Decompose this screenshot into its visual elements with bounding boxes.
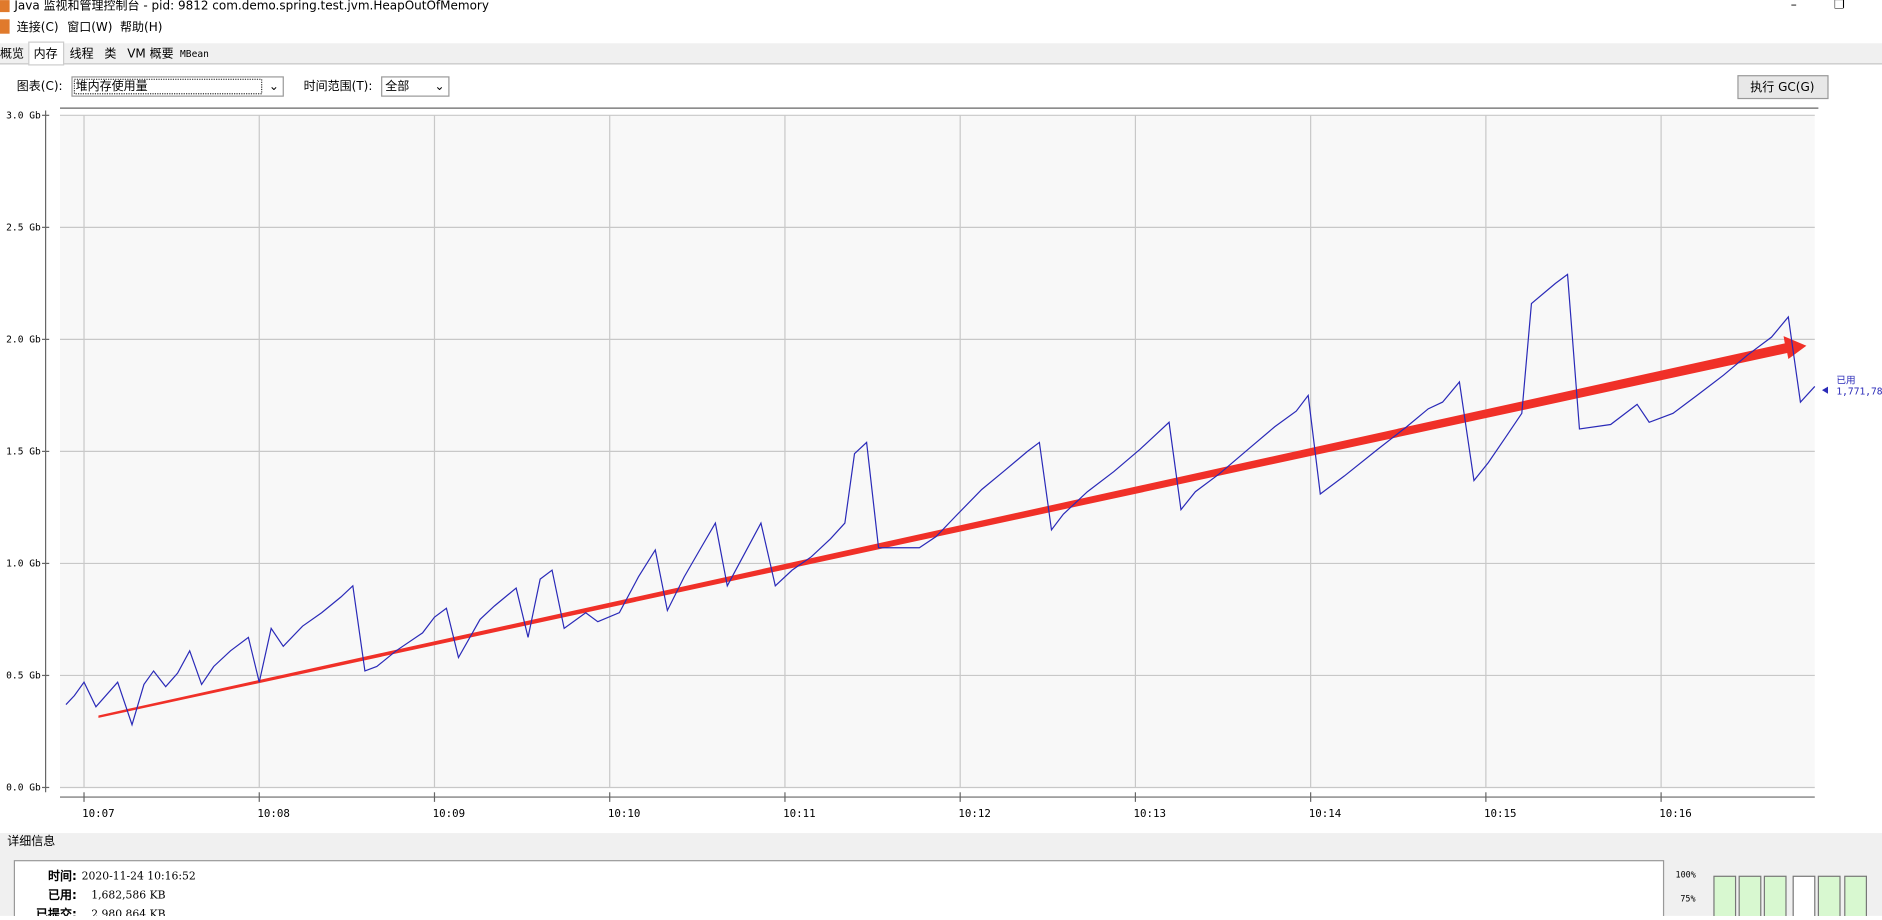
- menu-item[interactable]: 帮助(H): [120, 20, 162, 34]
- range-select[interactable]: [381, 76, 450, 97]
- x-tick-label: 10:07: [82, 807, 115, 820]
- chart-select[interactable]: [71, 76, 284, 97]
- restore-button[interactable]: ❐: [1834, 0, 1845, 11]
- detail-value: 2,980,864 KB: [91, 908, 165, 916]
- y-tick-label: 2.0 Gb: [6, 334, 41, 345]
- details-box: [13, 860, 1665, 920]
- trend-arrow: [98, 336, 1807, 718]
- app-icon: [0, 0, 10, 13]
- dropdown-arrow[interactable]: ⌄: [434, 79, 444, 93]
- y-tick-label: 0.5 Gb: [6, 670, 41, 681]
- chart-label: 图表(C):: [17, 79, 63, 93]
- y-tick-label: 0.0 Gb: [6, 782, 41, 793]
- gc-button-label[interactable]: 执行 GC(G): [1750, 80, 1814, 94]
- gauge-bar: [1763, 875, 1787, 920]
- gauge-bar: [1792, 875, 1816, 920]
- current-value-label: 1,771,788: [1836, 386, 1882, 397]
- tab-strip: [0, 43, 1882, 65]
- x-tick-label: 10:14: [1309, 807, 1342, 820]
- focus-ring: [73, 78, 263, 95]
- current-marker: [1821, 386, 1828, 394]
- menu-bar: [0, 16, 1882, 39]
- gauge-bar: [1713, 875, 1737, 920]
- detail-value: 2020-11-24 10:16:52: [82, 869, 196, 882]
- dropdown-arrow[interactable]: ⌄: [269, 79, 279, 93]
- detail-value: 1,682,586 KB: [91, 888, 165, 901]
- x-tick-label: 10:15: [1484, 807, 1517, 820]
- range-select-value[interactable]: 全部: [385, 78, 409, 93]
- tab[interactable]: 内存: [34, 47, 58, 61]
- chart-select-value[interactable]: 堆内存使用量: [76, 78, 148, 93]
- y-tick-label: 1.0 Gb: [6, 558, 41, 569]
- gauge-bar: [1844, 875, 1867, 920]
- y-tick-label: 1.5 Gb: [6, 446, 41, 457]
- gauge-bar: [1817, 875, 1841, 920]
- title-bar: [0, 0, 1882, 17]
- x-tick-label: 10:11: [783, 807, 816, 820]
- tab[interactable]: VM 概要: [127, 47, 173, 61]
- x-tick-label: 10:09: [433, 807, 466, 820]
- detail-label: 已用:: [48, 888, 77, 902]
- series-line: [65, 273, 1816, 727]
- y-tick-label: 3.0 Gb: [6, 110, 41, 121]
- x-tick-label: 10:16: [1659, 807, 1692, 820]
- tab[interactable]: MBean: [180, 49, 209, 60]
- x-tick-label: 10:13: [1134, 807, 1167, 820]
- plot: [65, 273, 1816, 727]
- menu-item[interactable]: 连接(C): [17, 19, 59, 34]
- minimize-button[interactable]: –: [1791, 0, 1797, 11]
- x-tick-label: 10:08: [257, 807, 290, 820]
- x-tick-label: 10:10: [608, 807, 641, 820]
- detail-label: 已提交:: [36, 906, 77, 916]
- y-tick-label: 2.5 Gb: [6, 222, 41, 233]
- detail-label: 时间:: [48, 868, 77, 883]
- gc-button[interactable]: [1737, 75, 1829, 100]
- menu-icon: [0, 19, 10, 34]
- tab[interactable]: 概览: [0, 46, 24, 61]
- gauge-bar: [1738, 875, 1762, 920]
- grid: 0.0 Gb 0.5 Gb 1.0 Gb 1.5 Gb 2.0 Gb 2.5 Gb 3.0 …: [6, 110, 1815, 820]
- tab[interactable]: 类: [104, 47, 116, 61]
- gauge-label: 75%: [1680, 894, 1695, 904]
- x-tick-label: 10:12: [958, 807, 991, 820]
- gauge-label: 100%: [1676, 870, 1696, 880]
- active-tab[interactable]: [28, 41, 65, 66]
- tab[interactable]: 线程: [70, 46, 94, 61]
- legend-entry: 已用: [1836, 376, 1855, 387]
- window-title: Java 监视和管理控制台 - pid: 9812 com.demo.sprin…: [13, 0, 489, 13]
- menu-item[interactable]: 窗口(W): [67, 20, 112, 34]
- gauge-bars: [1713, 875, 1867, 920]
- details-title: 详细信息: [7, 833, 55, 848]
- range-label: 时间范围(T):: [304, 79, 373, 93]
